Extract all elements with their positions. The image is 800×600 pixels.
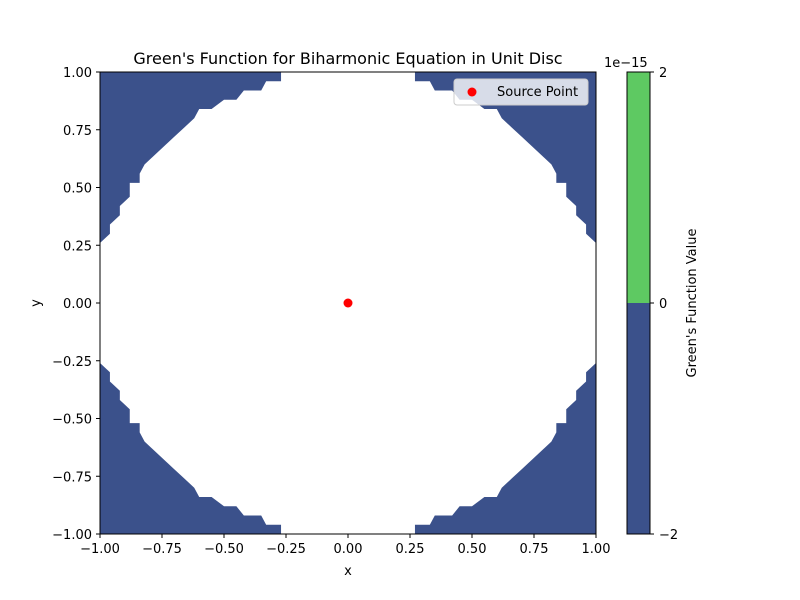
y-tick-label: −0.75 [52, 470, 92, 485]
y-tick-label: −0.25 [52, 355, 92, 370]
colorbar-scale-label: 1e−15 [604, 56, 648, 71]
y-tick-label: 0.00 [63, 297, 92, 312]
y-tick-label: 0.25 [63, 239, 92, 254]
chart-title: Green's Function for Biharmonic Equation… [133, 49, 562, 68]
corner-region-1 [414, 72, 596, 243]
colorbar-label: Green's Function Value [685, 229, 700, 378]
colorbar-tick-marks [650, 71, 654, 535]
colorbar-segment-negative [627, 303, 650, 534]
x-tick-label: −0.25 [266, 542, 306, 557]
y-tick-label: −1.00 [52, 528, 92, 543]
plot-area [99, 71, 597, 535]
filled-regions [100, 72, 596, 534]
x-tick-label: −1.00 [80, 542, 120, 557]
x-axis-ticks: −1.00 −0.75 −0.50 −0.25 0.00 0.25 0.50 0.75 1.00 [80, 534, 610, 557]
x-tick-label: 0.75 [520, 542, 549, 557]
x-tick-label: −0.50 [204, 542, 244, 557]
legend: Source Point [453, 78, 589, 106]
x-tick-label: 1.00 [582, 542, 611, 557]
x-tick-label: 0.25 [396, 542, 425, 557]
x-tick-label: 0.00 [334, 542, 363, 557]
colorbar: 2 0 −2 1e−15 Green's Function Value [604, 56, 700, 543]
x-axis-label: x [344, 564, 352, 579]
y-tick-label: 0.50 [63, 182, 92, 197]
corner-region-4 [100, 363, 282, 534]
y-tick-label: −0.50 [52, 413, 92, 428]
colorbar-segment-positive [627, 72, 650, 303]
colorbar-tick-label-top: 2 [659, 66, 667, 81]
x-tick-label: −0.75 [142, 542, 182, 557]
corner-region-3 [414, 363, 596, 534]
legend-box [453, 78, 589, 106]
colorbar-tick-label-bottom: −2 [659, 528, 678, 543]
y-axis-label: y [29, 299, 44, 307]
corner-region-2 [100, 72, 282, 243]
y-axis-ticks: −1.00 −0.75 −0.50 −0.25 0.00 0.25 0.50 0.75 1.00 [52, 66, 100, 543]
x-tick-label: 0.50 [458, 542, 487, 557]
y-tick-label: 1.00 [63, 66, 92, 81]
y-tick-label: 0.75 [63, 124, 92, 139]
legend-marker-source-point [467, 87, 477, 97]
legend-label-source-point: Source Point [497, 85, 578, 100]
source-point-marker [343, 298, 353, 308]
colorbar-tick-label-middle: 0 [659, 297, 667, 312]
